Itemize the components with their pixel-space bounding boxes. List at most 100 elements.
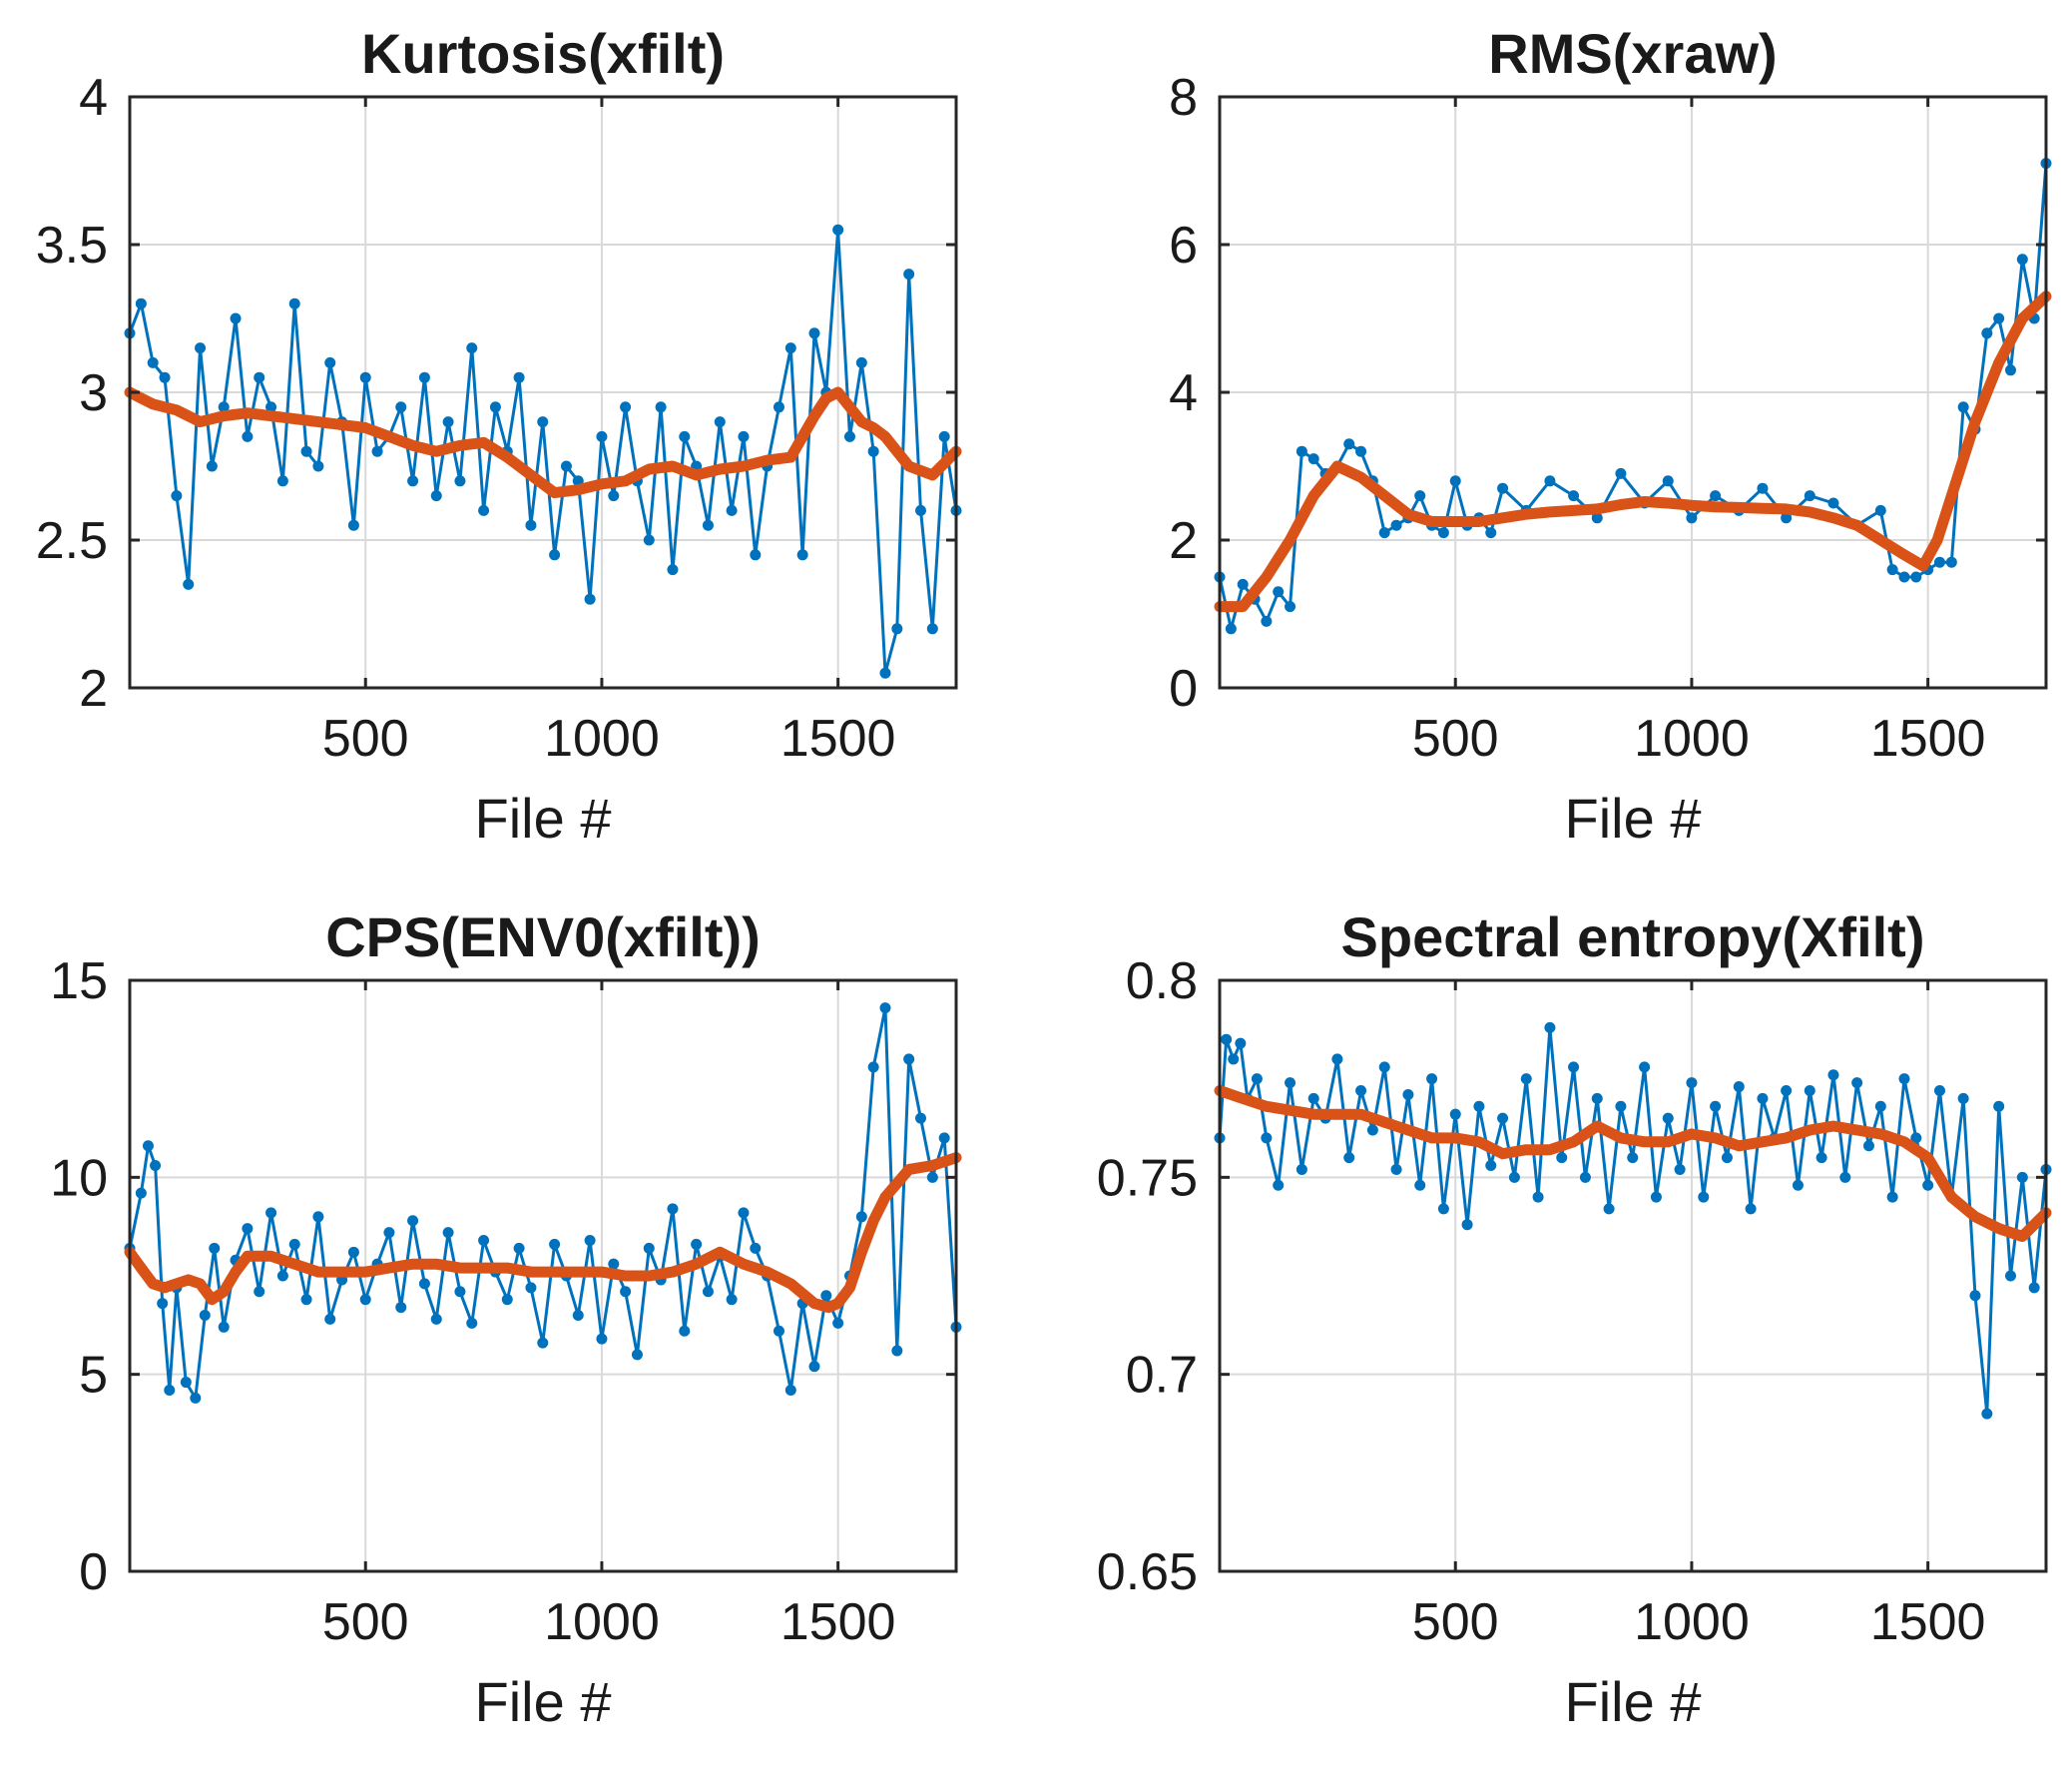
raw-data-point xyxy=(1745,1203,1757,1215)
raw-data-point xyxy=(1295,445,1307,457)
x-tick-label: 1000 xyxy=(1634,710,1750,768)
raw-data-point xyxy=(359,371,371,383)
series-smoothed-line xyxy=(124,386,962,499)
raw-data-point xyxy=(1615,467,1627,479)
raw-data-point xyxy=(209,1242,221,1254)
raw-data-point xyxy=(643,1242,655,1254)
raw-data-point xyxy=(667,1203,679,1215)
raw-data-point xyxy=(808,1361,820,1373)
y-tick-label: 8 xyxy=(1169,69,1198,127)
chart-title: CPS(ENV0(xfilt)) xyxy=(325,905,761,968)
axes-box xyxy=(128,978,958,1573)
series-smoothed-line xyxy=(1214,1085,2052,1242)
raw-data-point xyxy=(867,445,879,457)
raw-data-point xyxy=(738,1207,750,1219)
raw-data-point xyxy=(478,1234,490,1246)
x-tick-label: 500 xyxy=(1412,710,1499,768)
y-tick-label: 15 xyxy=(50,952,108,1010)
raw-data-point xyxy=(832,1317,844,1329)
raw-data-point xyxy=(288,297,300,309)
raw-data-point xyxy=(560,460,572,472)
raw-data-point xyxy=(1804,1085,1815,1097)
raw-data-point xyxy=(1957,401,1969,413)
raw-data-point xyxy=(1733,1081,1745,1093)
raw-data-point xyxy=(1781,1085,1793,1097)
raw-data-point xyxy=(430,490,442,502)
raw-data-point xyxy=(418,371,430,383)
chart-title: Spectral entropy(Xfilt) xyxy=(1341,905,1925,968)
raw-data-point xyxy=(1757,1092,1769,1104)
raw-data-point xyxy=(1378,527,1390,539)
raw-data-point xyxy=(1366,1124,1378,1136)
raw-data-point xyxy=(2028,1282,2040,1294)
chart-panel-1: 500 1000 1500 2 2.5 3 3.5 4 Kurtosis(xfilt) File … xyxy=(36,22,962,850)
raw-data-point xyxy=(418,1278,430,1290)
raw-data-point xyxy=(300,1294,312,1306)
x-tick-label: 1500 xyxy=(780,710,896,768)
y-tick-label: 4 xyxy=(79,69,108,127)
raw-data-point xyxy=(1627,1152,1639,1164)
raw-data-point xyxy=(1933,1085,1945,1097)
raw-data-point xyxy=(164,1384,176,1396)
raw-data-point xyxy=(691,1238,703,1250)
raw-data-point xyxy=(230,312,242,324)
y-tick-label: 5 xyxy=(79,1347,108,1405)
raw-data-point xyxy=(1532,1191,1544,1203)
raw-data-point xyxy=(643,534,655,546)
chart-panel-3: 500 1000 1500 0 5 10 15 CPS(ENV0(xfilt)) File # xyxy=(50,905,962,1733)
raw-data-point xyxy=(454,475,466,487)
raw-data-point xyxy=(655,401,667,413)
raw-data-point xyxy=(1922,1179,1934,1191)
raw-data-point xyxy=(1331,1053,1343,1065)
y-tick-label: 3.5 xyxy=(36,217,108,275)
raw-data-point xyxy=(142,1140,154,1152)
raw-data-point xyxy=(914,1112,926,1124)
chart-title: RMS(xraw) xyxy=(1488,22,1777,85)
raw-data-point xyxy=(1343,438,1355,450)
raw-data-point xyxy=(1650,1191,1662,1203)
raw-data-point xyxy=(1449,1108,1461,1120)
raw-data-point xyxy=(1827,497,1839,509)
raw-data-point xyxy=(265,401,277,413)
raw-data-point xyxy=(1874,504,1886,516)
raw-data-point xyxy=(1221,1033,1233,1045)
raw-data-point xyxy=(1355,1085,1367,1097)
x-tick-label: 1500 xyxy=(780,1593,896,1651)
raw-data-point xyxy=(1686,1077,1698,1089)
raw-data-point xyxy=(1307,1092,1319,1104)
raw-data-point xyxy=(1273,1179,1285,1191)
x-tick-label: 1500 xyxy=(1870,1593,1986,1651)
raw-data-point xyxy=(1815,1152,1827,1164)
raw-data-point xyxy=(1485,527,1497,539)
raw-data-point xyxy=(702,519,714,531)
raw-data-point xyxy=(1544,1021,1556,1033)
raw-data-point xyxy=(1591,512,1603,524)
raw-data-point xyxy=(1235,1037,1247,1049)
raw-data-point xyxy=(714,416,726,428)
raw-data-point xyxy=(1862,1140,1874,1152)
raw-data-point xyxy=(218,1321,230,1333)
raw-data-point xyxy=(914,504,926,516)
raw-data-point xyxy=(891,1345,903,1357)
raw-data-point xyxy=(276,1270,288,1282)
raw-data-point xyxy=(157,1298,169,1310)
raw-data-point xyxy=(135,297,147,309)
raw-data-point xyxy=(466,1317,478,1329)
raw-data-point xyxy=(1662,1112,1674,1124)
raw-data-point xyxy=(1721,1152,1733,1164)
y-tick-label: 0.8 xyxy=(1126,952,1198,1010)
raw-data-point xyxy=(1804,490,1815,502)
raw-data-point xyxy=(525,519,537,531)
raw-data-point xyxy=(1981,1408,1993,1420)
raw-data-point xyxy=(395,401,407,413)
raw-data-point xyxy=(1390,519,1402,531)
raw-data-point xyxy=(1874,1100,1886,1112)
raw-data-point xyxy=(796,549,808,561)
raw-data-point xyxy=(288,1238,300,1250)
raw-data-point xyxy=(395,1302,407,1314)
raw-data-point xyxy=(584,593,596,605)
raw-data-point xyxy=(347,1246,359,1258)
raw-data-point xyxy=(596,1333,608,1345)
raw-data-point xyxy=(1674,1163,1686,1175)
raw-data-point xyxy=(1910,571,1922,583)
